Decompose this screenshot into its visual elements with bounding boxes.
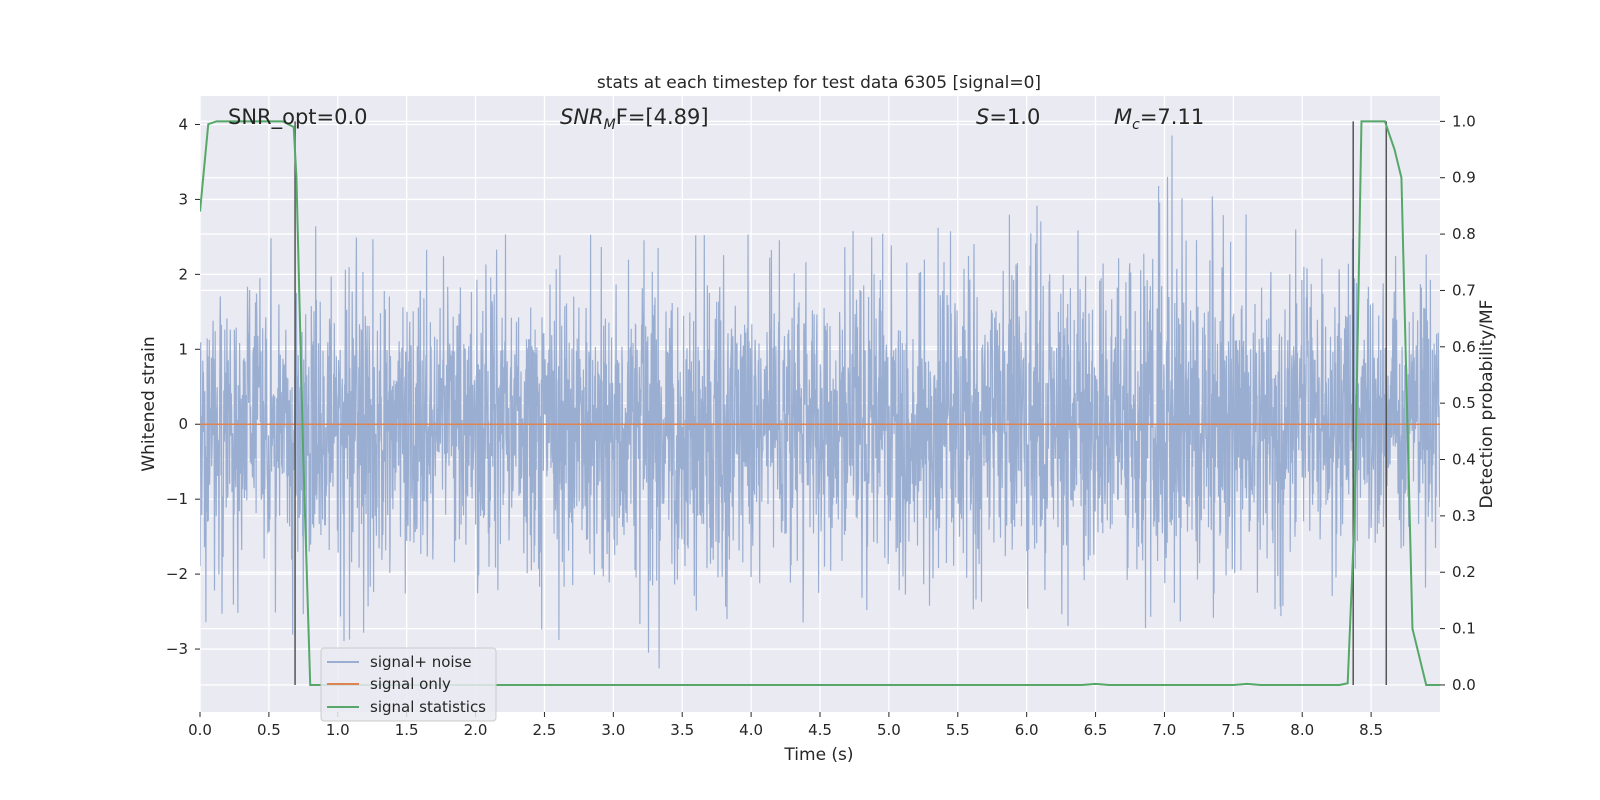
x-ticks: 0.0 0.5 1.0 1.5 2.0 2.5 3.0 3.5 4.0 4.5 5.0 5.5 6.0 6…: [188, 712, 1383, 739]
x-tick-label-1: 0.5: [257, 721, 281, 739]
legend-label-noise: signal+ noise: [370, 653, 472, 671]
annotation-snr-mf: SNRMF=[4.89]: [560, 105, 709, 133]
annotation-mc: Mc=7.11: [1114, 105, 1204, 133]
y-tick-label-7: −3: [166, 640, 188, 658]
x-tick-label-2: 1.0: [326, 721, 350, 739]
y2-tick-label-0: 1.0: [1452, 112, 1476, 130]
annotation-mc-sub: c: [1132, 117, 1140, 133]
y2-ticks: 1.0 0.9 0.8 0.7 0.6 0.5 0.4 0.3 0.2 0.1 0.0: [1440, 112, 1476, 694]
annotation-s-main: S: [976, 105, 989, 129]
legend-box: [320, 647, 497, 722]
noise-series: [200, 135, 1440, 669]
y2-tick-label-3: 0.7: [1452, 281, 1476, 299]
x-tick-label-0: 0.0: [188, 721, 212, 739]
y-tick-label-2: 2: [178, 265, 188, 283]
x-tick-label-13: 6.5: [1084, 721, 1108, 739]
x-tick-label-3: 1.5: [395, 721, 419, 739]
y-tick-label-6: −2: [166, 565, 188, 583]
x-tick-label-9: 4.5: [808, 721, 832, 739]
x-tick-label-15: 7.5: [1221, 721, 1245, 739]
y2-tick-label-4: 0.6: [1452, 338, 1476, 356]
annotation-mc-main: M: [1114, 105, 1132, 129]
annotation-s: S=1.0: [976, 105, 1040, 129]
legend-label-signal-only: signal only: [370, 675, 451, 693]
y-tick-label-5: −1: [166, 490, 188, 508]
y2-tick-label-10: 0.0: [1452, 676, 1476, 694]
x-tick-label-4: 2.0: [464, 721, 488, 739]
y2-tick-label-9: 0.1: [1452, 620, 1476, 638]
x-tick-label-11: 5.5: [946, 721, 970, 739]
annotation-s-rest: =1.0: [989, 105, 1040, 129]
x-tick-label-14: 7.0: [1153, 721, 1177, 739]
legend-label-statistics: signal statistics: [370, 698, 486, 716]
x-tick-label-6: 3.0: [601, 721, 625, 739]
x-tick-label-10: 5.0: [877, 721, 901, 739]
y2-tick-label-8: 0.2: [1452, 563, 1476, 581]
y-tick-label-4: 0: [178, 415, 188, 433]
y2-tick-label-1: 0.9: [1452, 169, 1476, 187]
y-ticks: 4 3 2 1 0 −1 −2 −3: [166, 115, 200, 658]
x-tick-label-8: 4.0: [739, 721, 763, 739]
y2-tick-label-2: 0.8: [1452, 225, 1476, 243]
noise-trace: [200, 135, 1440, 669]
annotation-snr-mf-rest: F=[4.89]: [616, 105, 709, 129]
y-tick-label-1: 3: [178, 190, 188, 208]
x-tick-label-16: 8.0: [1290, 721, 1314, 739]
annotation-snr-opt: SNR_opt=0.0: [228, 105, 368, 130]
x-axis-label: Time (s): [783, 745, 853, 765]
legend: signal+ noise signal only signal statist…: [320, 647, 497, 722]
x-tick-label-12: 6.0: [1015, 721, 1039, 739]
x-tick-label-17: 8.5: [1359, 721, 1383, 739]
y2-tick-label-7: 0.3: [1452, 507, 1476, 525]
statistics-line: [200, 120, 1440, 686]
y-axis-label: Whitened strain: [139, 336, 159, 471]
y-tick-label-3: 1: [178, 340, 188, 358]
y2-axis-label: Detection probability/MF: [1477, 300, 1497, 509]
vertical-markers: [294, 121, 1388, 685]
x-tick-label-5: 2.5: [533, 721, 557, 739]
annotation-mc-rest: =7.11: [1140, 105, 1204, 129]
x-tick-label-7: 3.5: [670, 721, 694, 739]
y2-tick-label-6: 0.4: [1452, 451, 1476, 469]
annotation-snr-mf-sub: M: [604, 117, 616, 133]
chart-title: stats at each timestep for test data 630…: [597, 73, 1041, 93]
signal-statistics-series: [200, 120, 1440, 686]
y-tick-label-0: 4: [178, 115, 188, 133]
annotation-snr-mf-main: SNR: [560, 105, 604, 129]
y2-tick-label-5: 0.5: [1452, 394, 1476, 412]
